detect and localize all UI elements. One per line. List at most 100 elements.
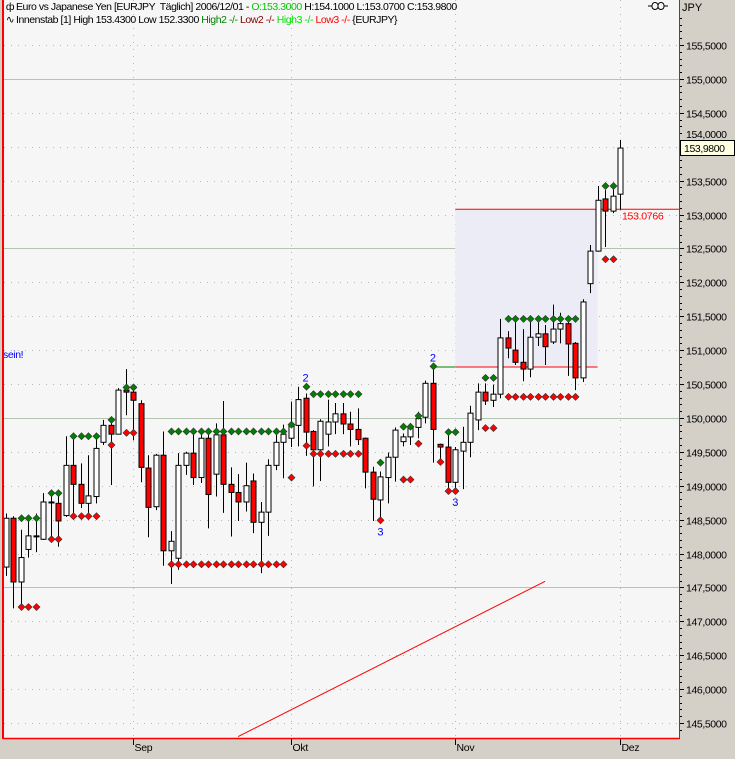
candle[interactable] xyxy=(205,434,212,529)
candle[interactable] xyxy=(325,399,332,447)
candle[interactable] xyxy=(168,531,175,585)
candle[interactable] xyxy=(48,493,55,542)
candle[interactable] xyxy=(243,462,250,512)
candle[interactable] xyxy=(70,436,77,516)
candle[interactable] xyxy=(610,188,617,214)
candle-body-down xyxy=(505,337,512,349)
candle[interactable] xyxy=(153,453,160,511)
candle-body-down xyxy=(220,434,227,485)
candle[interactable] xyxy=(377,471,384,520)
candle[interactable] xyxy=(385,452,392,504)
candle[interactable] xyxy=(430,366,437,463)
candle[interactable] xyxy=(228,467,235,537)
candle[interactable] xyxy=(340,402,347,435)
candle[interactable] xyxy=(93,436,100,504)
candle[interactable] xyxy=(138,400,145,483)
low-marker xyxy=(444,487,453,496)
candle[interactable] xyxy=(145,455,152,538)
candle[interactable] xyxy=(587,245,594,294)
hlc-values: H:154.1000 L:153.0700 C:153.9800 xyxy=(301,1,457,13)
low-marker xyxy=(519,392,528,401)
candle[interactable] xyxy=(265,459,272,536)
candle[interactable] xyxy=(78,463,85,509)
candle[interactable] xyxy=(198,434,205,483)
candle[interactable] xyxy=(512,320,519,366)
high-marker xyxy=(174,427,183,436)
candle[interactable] xyxy=(595,186,602,252)
indicator-line[interactable]: ∿ Innenstab [1] High 153.4300 Low 152.330… xyxy=(4,14,398,26)
candle[interactable] xyxy=(310,430,317,487)
high-marker xyxy=(69,432,78,441)
high-marker xyxy=(167,427,176,436)
candle[interactable] xyxy=(175,453,182,570)
x-tick-label: Okt xyxy=(293,742,309,754)
candle[interactable] xyxy=(535,320,542,347)
candle[interactable] xyxy=(190,431,197,486)
candle[interactable] xyxy=(580,299,587,382)
candle[interactable] xyxy=(467,405,474,458)
time-axis[interactable]: Sep Okt Nov Dez xyxy=(0,739,735,759)
candle[interactable] xyxy=(550,304,557,344)
candle-body-up xyxy=(85,495,92,504)
candle[interactable] xyxy=(295,386,302,447)
candle-body-up xyxy=(25,535,32,550)
candle[interactable] xyxy=(400,433,407,447)
candle[interactable] xyxy=(273,433,280,471)
high-marker xyxy=(287,420,296,429)
candle[interactable] xyxy=(482,383,489,406)
candle[interactable] xyxy=(602,190,609,248)
high-marker xyxy=(331,390,340,399)
plot-area[interactable] xyxy=(4,0,679,738)
candle[interactable] xyxy=(527,320,534,378)
candle[interactable] xyxy=(160,431,167,566)
candle[interactable] xyxy=(63,436,70,517)
candle[interactable] xyxy=(362,437,369,489)
currency-label: JPY xyxy=(682,2,703,14)
candle-body-down xyxy=(572,342,579,379)
indicator-text: Innenstab [1] High 153.4300 Low 152.3300 xyxy=(16,14,202,26)
candle[interactable] xyxy=(370,466,377,521)
candle[interactable] xyxy=(497,318,504,399)
candle[interactable] xyxy=(250,473,257,534)
time-axis-panel[interactable] xyxy=(0,739,735,759)
candle[interactable] xyxy=(332,402,339,435)
candle[interactable] xyxy=(542,325,549,366)
candle[interactable] xyxy=(452,447,459,490)
candle[interactable] xyxy=(18,529,25,609)
candle[interactable] xyxy=(505,331,512,359)
y-tick-label: 154,5000 xyxy=(686,109,727,121)
candle[interactable] xyxy=(235,474,242,521)
candle[interactable] xyxy=(347,411,354,447)
wave-label: 2 xyxy=(303,373,309,385)
price-axis-panel[interactable] xyxy=(680,0,735,759)
high-marker xyxy=(279,427,288,436)
candle[interactable] xyxy=(475,383,482,431)
high-marker xyxy=(257,427,266,436)
candle[interactable] xyxy=(445,432,452,492)
candle[interactable] xyxy=(100,419,107,446)
high-marker xyxy=(526,314,535,323)
price-axis[interactable]: 145,5000 146,0000 146,5000 147,0000 147,5000… xyxy=(680,0,735,759)
high-marker xyxy=(504,314,513,323)
candle[interactable] xyxy=(565,316,572,376)
link-icon[interactable] xyxy=(648,2,668,10)
candle[interactable] xyxy=(422,380,429,424)
candle[interactable] xyxy=(520,329,527,382)
candle[interactable] xyxy=(460,426,467,490)
candle[interactable] xyxy=(4,513,10,576)
candle[interactable] xyxy=(392,427,399,482)
low-marker xyxy=(549,392,558,401)
candle[interactable] xyxy=(617,139,624,210)
candle[interactable] xyxy=(85,455,92,520)
candle[interactable] xyxy=(115,388,122,435)
candle[interactable] xyxy=(355,408,362,446)
candle[interactable] xyxy=(490,384,497,408)
candle[interactable] xyxy=(572,341,579,391)
candle[interactable] xyxy=(40,493,47,540)
low-marker xyxy=(571,392,580,401)
candle[interactable] xyxy=(183,451,190,475)
candle[interactable] xyxy=(10,516,17,609)
candle[interactable] xyxy=(108,419,115,486)
low-marker xyxy=(212,560,221,569)
